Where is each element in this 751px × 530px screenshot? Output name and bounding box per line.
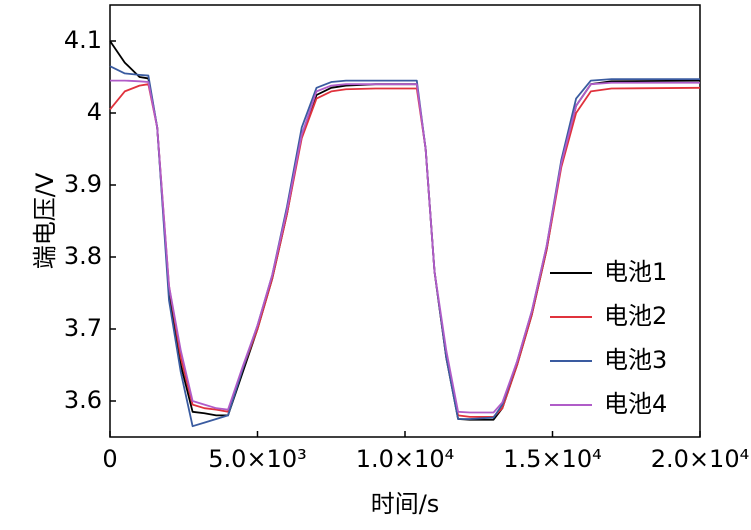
x-tick-label: 1.0×10⁴: [356, 445, 454, 473]
y-tick-label: 3.7: [64, 314, 102, 342]
legend-label: 电池4: [604, 390, 667, 418]
x-tick-label: 1.5×10⁴: [503, 445, 601, 473]
x-tick-label: 5.0×10³: [208, 445, 306, 473]
y-tick-label: 3.8: [64, 242, 102, 270]
legend-label: 电池2: [604, 302, 667, 330]
y-axis-label: 端电压/V: [31, 172, 59, 269]
x-axis-label: 时间/s: [371, 490, 440, 518]
y-tick-label: 3.6: [64, 386, 102, 414]
y-tick-label: 3.9: [64, 170, 102, 198]
series-line: [110, 79, 700, 414]
y-tick-label: 4.1: [64, 26, 102, 54]
series-line: [109, 83, 701, 418]
legend-label: 电池1: [604, 258, 667, 286]
legend-label: 电池3: [604, 346, 667, 374]
x-tick-label: 2.0×10⁴: [651, 445, 749, 473]
y-tick-label: 4: [87, 98, 102, 126]
x-tick-label: 0: [102, 445, 117, 473]
